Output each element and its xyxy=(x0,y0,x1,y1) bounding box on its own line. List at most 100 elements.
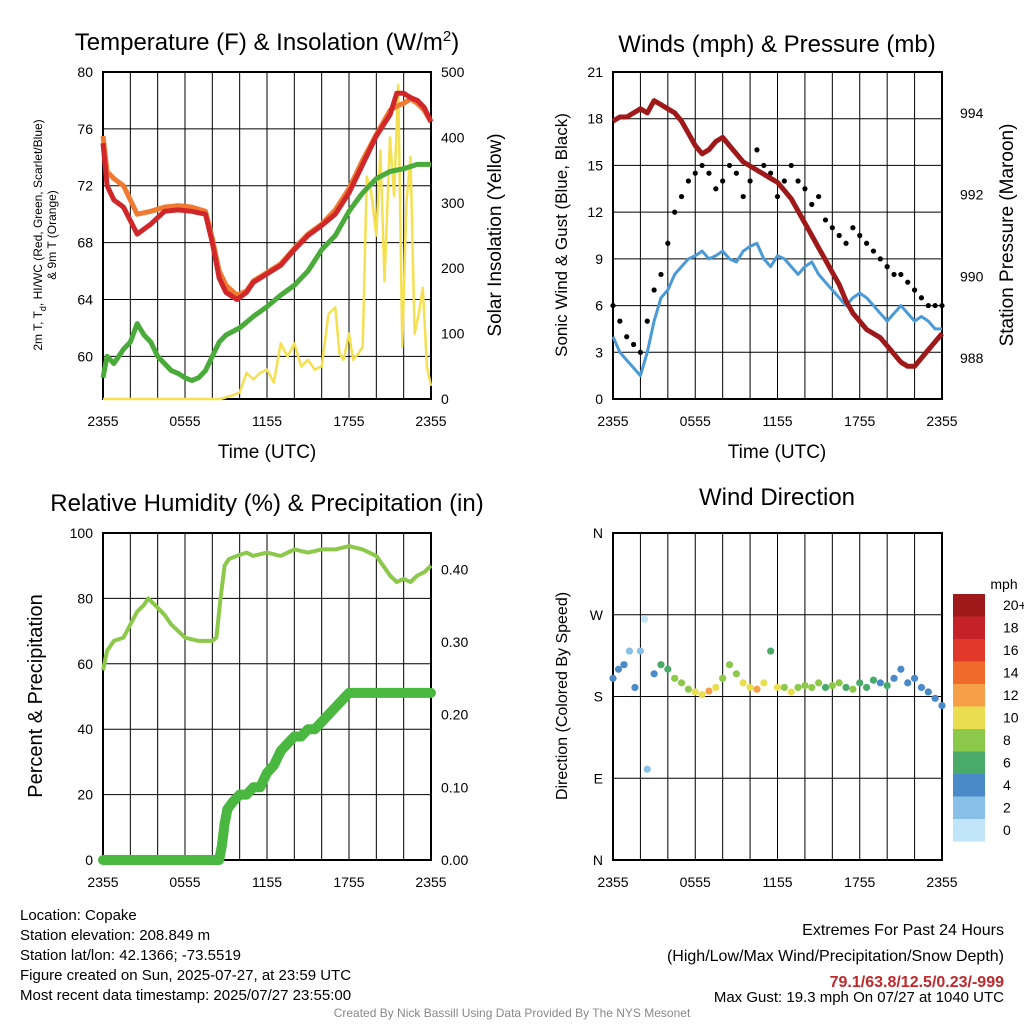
y-tick-label: 12 xyxy=(587,204,603,220)
direction-point xyxy=(739,679,747,687)
direction-point xyxy=(719,674,727,682)
y-tick-label: 18 xyxy=(587,111,603,127)
direction-point xyxy=(917,683,926,692)
x-tick-label: 2355 xyxy=(597,874,628,890)
x-tick-label: 1155 xyxy=(252,413,282,429)
x-tick-label: 1755 xyxy=(333,413,364,429)
direction-point xyxy=(640,615,649,623)
latlon-text: Station lat/lon: 42.1366; -73.5519 xyxy=(20,947,242,964)
gust-point xyxy=(788,162,794,169)
direction-point xyxy=(650,670,658,678)
direction-point xyxy=(938,701,946,710)
direction-point xyxy=(842,683,850,692)
direction-point xyxy=(883,682,891,690)
series-line-wind xyxy=(611,241,942,378)
direction-point xyxy=(924,688,932,696)
gust-point xyxy=(836,232,842,239)
extremes-subtitle: (High/Low/Max Wind/Precipitation/Snow De… xyxy=(666,948,1004,965)
gust-point xyxy=(747,178,753,184)
y-axis-label: 2m T, Td, HI/WC (Red, Green, Scarlet/Blu… xyxy=(31,119,48,350)
y-tick-label: W xyxy=(590,607,604,623)
gust-point xyxy=(617,318,623,324)
legend-label: 2 xyxy=(1003,800,1011,816)
x-tick-label: 1755 xyxy=(333,874,364,890)
legend-label: 12 xyxy=(1003,687,1019,703)
direction-point xyxy=(691,688,699,696)
gust-point xyxy=(706,170,712,176)
y-tick-label: S xyxy=(594,689,603,705)
gust-point xyxy=(678,193,685,200)
gust-point xyxy=(754,147,760,153)
legend-title: mph xyxy=(990,576,1017,592)
legend-swatch xyxy=(953,751,985,774)
direction-point xyxy=(890,674,898,682)
gust-point xyxy=(891,271,897,278)
y-right-tick-label: 0.20 xyxy=(441,707,468,723)
legend-swatch xyxy=(953,729,985,752)
gust-point xyxy=(809,201,815,207)
series-line-insolation xyxy=(103,83,433,401)
x-tick-label: 2355 xyxy=(597,413,628,429)
direction-point xyxy=(760,679,768,687)
y-right-tick-label: 0.30 xyxy=(441,634,468,650)
direction-point xyxy=(828,682,836,690)
gust-point xyxy=(768,170,774,176)
legend-swatch xyxy=(953,639,985,662)
direction-point xyxy=(684,685,692,693)
extremes-title: Extremes For Past 24 Hours xyxy=(802,922,1004,939)
y-tick-label: 9 xyxy=(595,251,603,267)
direction-point xyxy=(835,679,843,687)
y-right-tick-label: 400 xyxy=(441,129,465,145)
direction-point xyxy=(636,647,645,655)
direction-point xyxy=(705,687,713,695)
credit-text: Created By Nick Bassill Using Data Provi… xyxy=(333,1006,691,1020)
y-tick-label: 0 xyxy=(85,852,93,868)
y-right-axis-label: Solar Insolation (Yellow) xyxy=(485,133,506,336)
y-tick-label: E xyxy=(594,770,603,786)
direction-point xyxy=(657,661,665,669)
direction-point xyxy=(753,685,761,693)
y-tick-label: 76 xyxy=(77,121,93,137)
legend-label: 6 xyxy=(1003,755,1011,771)
x-tick-label: 1155 xyxy=(762,874,792,890)
y-right-tick-label: 994 xyxy=(960,105,984,121)
y-tick-label: 0 xyxy=(595,391,603,407)
direction-point xyxy=(910,674,919,682)
station-info: Location: Copake Station elevation: 208.… xyxy=(20,906,351,1006)
gust-point xyxy=(905,279,911,285)
y-right-tick-label: 0.40 xyxy=(441,561,468,577)
gust-point xyxy=(884,264,890,270)
y-tick-label: 68 xyxy=(77,235,93,251)
chart-title: Temperature (F) & Insolation (W/m2) xyxy=(75,28,459,56)
y-right-tick-label: 500 xyxy=(441,64,465,80)
plot-frame xyxy=(612,71,943,400)
legend-swatch xyxy=(953,774,985,797)
x-tick-label: 0555 xyxy=(680,874,711,890)
x-tick-label: 0555 xyxy=(169,874,200,890)
direction-point xyxy=(620,661,628,669)
legend-label: 20+ xyxy=(1003,597,1024,613)
gust-point xyxy=(644,318,650,324)
y-tick-label: 15 xyxy=(587,157,603,173)
legend-swatch xyxy=(953,616,985,639)
direction-point xyxy=(643,765,651,773)
direction-point xyxy=(808,683,816,692)
gust-point xyxy=(898,271,904,278)
direction-point xyxy=(746,683,754,692)
direction-point xyxy=(677,679,686,687)
y-tick-label: 6 xyxy=(595,298,603,314)
gust-point xyxy=(939,302,945,309)
plot-frame xyxy=(612,532,943,861)
direction-point xyxy=(614,665,623,673)
direction-point xyxy=(897,665,905,673)
series-line-td xyxy=(100,161,431,383)
direction-point xyxy=(698,691,706,699)
y-right-tick-label: 0.10 xyxy=(441,779,468,795)
direction-point xyxy=(631,683,639,692)
extremes-info: Extremes For Past 24 Hours (High/Low/Max… xyxy=(667,918,1004,996)
gust-point xyxy=(733,170,739,176)
gust-point xyxy=(802,186,808,192)
gust-point xyxy=(822,217,829,223)
direction-point xyxy=(794,683,802,692)
